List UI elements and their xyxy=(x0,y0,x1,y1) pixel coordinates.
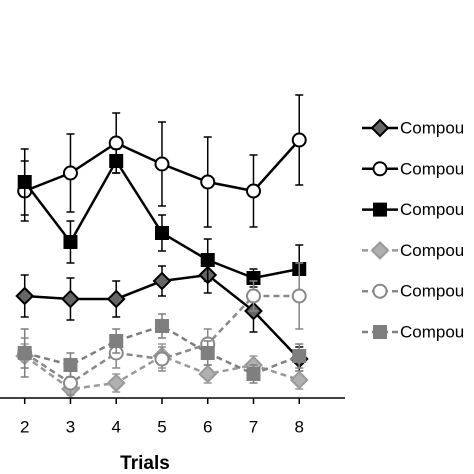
data-point xyxy=(292,349,307,363)
data-point xyxy=(17,175,32,189)
data-point xyxy=(154,319,169,333)
data-point xyxy=(154,351,170,367)
data-point xyxy=(109,334,124,348)
x-tick-label: 5 xyxy=(157,417,166,436)
data-point xyxy=(245,183,261,199)
x-tick-label: 6 xyxy=(203,417,212,436)
data-point xyxy=(61,289,80,309)
data-point xyxy=(106,289,126,309)
data-point xyxy=(289,370,309,390)
data-point xyxy=(200,346,215,360)
legend-marker xyxy=(373,202,387,217)
data-point xyxy=(154,226,169,240)
data-point xyxy=(291,132,307,148)
data-point xyxy=(106,373,126,393)
legend-label: Compou xyxy=(400,322,464,341)
data-point xyxy=(108,135,124,151)
data-point xyxy=(109,154,124,168)
data-point xyxy=(152,271,172,291)
x-tick-label: 3 xyxy=(66,417,75,436)
legend-marker xyxy=(373,325,387,339)
data-point xyxy=(154,156,170,172)
legend-marker xyxy=(372,161,388,177)
legend-marker xyxy=(370,240,390,260)
legend-marker xyxy=(370,118,390,138)
data-point xyxy=(17,346,32,360)
data-point xyxy=(63,235,78,249)
data-point xyxy=(63,358,78,372)
data-point xyxy=(200,174,216,190)
x-tick-label: 4 xyxy=(111,417,120,436)
x-tick-label: 2 xyxy=(20,417,29,436)
legend-marker xyxy=(372,283,388,299)
legend-label: Compou xyxy=(400,282,464,301)
legend-label: Compou xyxy=(400,118,464,137)
data-point xyxy=(200,253,215,267)
x-axis-label: Trials xyxy=(120,453,170,474)
legend-label: Compou xyxy=(400,159,464,178)
data-point xyxy=(15,286,35,306)
data-point xyxy=(246,367,261,381)
plot-area xyxy=(15,94,309,399)
x-tick-label: 7 xyxy=(249,417,258,436)
data-point xyxy=(245,288,261,304)
legend-label: Compou xyxy=(400,241,464,260)
x-tick-label: 8 xyxy=(295,417,304,436)
data-point xyxy=(198,364,218,384)
data-point xyxy=(291,288,307,304)
legend-label: Compou xyxy=(400,200,464,219)
data-point xyxy=(62,165,78,181)
data-point xyxy=(62,375,78,391)
